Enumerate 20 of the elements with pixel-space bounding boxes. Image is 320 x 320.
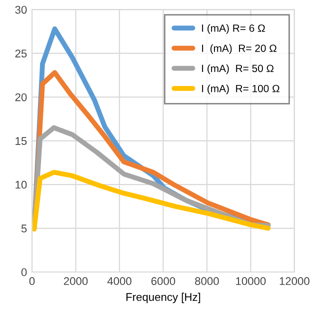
line-series	[32, 170, 271, 232]
y-tick-label: 30	[15, 6, 27, 14]
legend-label: I (mA) R= 6 Ω	[202, 24, 265, 34]
x-tick-label: 4000	[107, 277, 132, 286]
x-tick-label: 0	[29, 277, 35, 286]
y-tick-label: 10	[16, 180, 27, 189]
legend-label: I (mA) R= 20 Ω	[202, 44, 276, 54]
y-tick-label: 15	[16, 137, 27, 145]
y-tick-label: 0	[21, 268, 27, 276]
legend-label: I (mA) R= 100 Ω	[202, 84, 280, 94]
y-tick-label: 25	[15, 50, 27, 58]
legend-label: I (mA) R= 50 Ω	[202, 64, 274, 74]
x-tick-label: 2000	[64, 277, 88, 286]
y-tick-label: 20	[15, 93, 27, 102]
x-axis-title: Frequency [Hz]	[126, 292, 200, 304]
x-tick-label: 12000	[280, 277, 310, 286]
y-tick-label: 5	[21, 224, 27, 232]
x-tick-label: 6000	[151, 277, 176, 286]
x-tick-label: 10000	[236, 277, 266, 286]
x-tick-label: 8000	[195, 277, 219, 286]
